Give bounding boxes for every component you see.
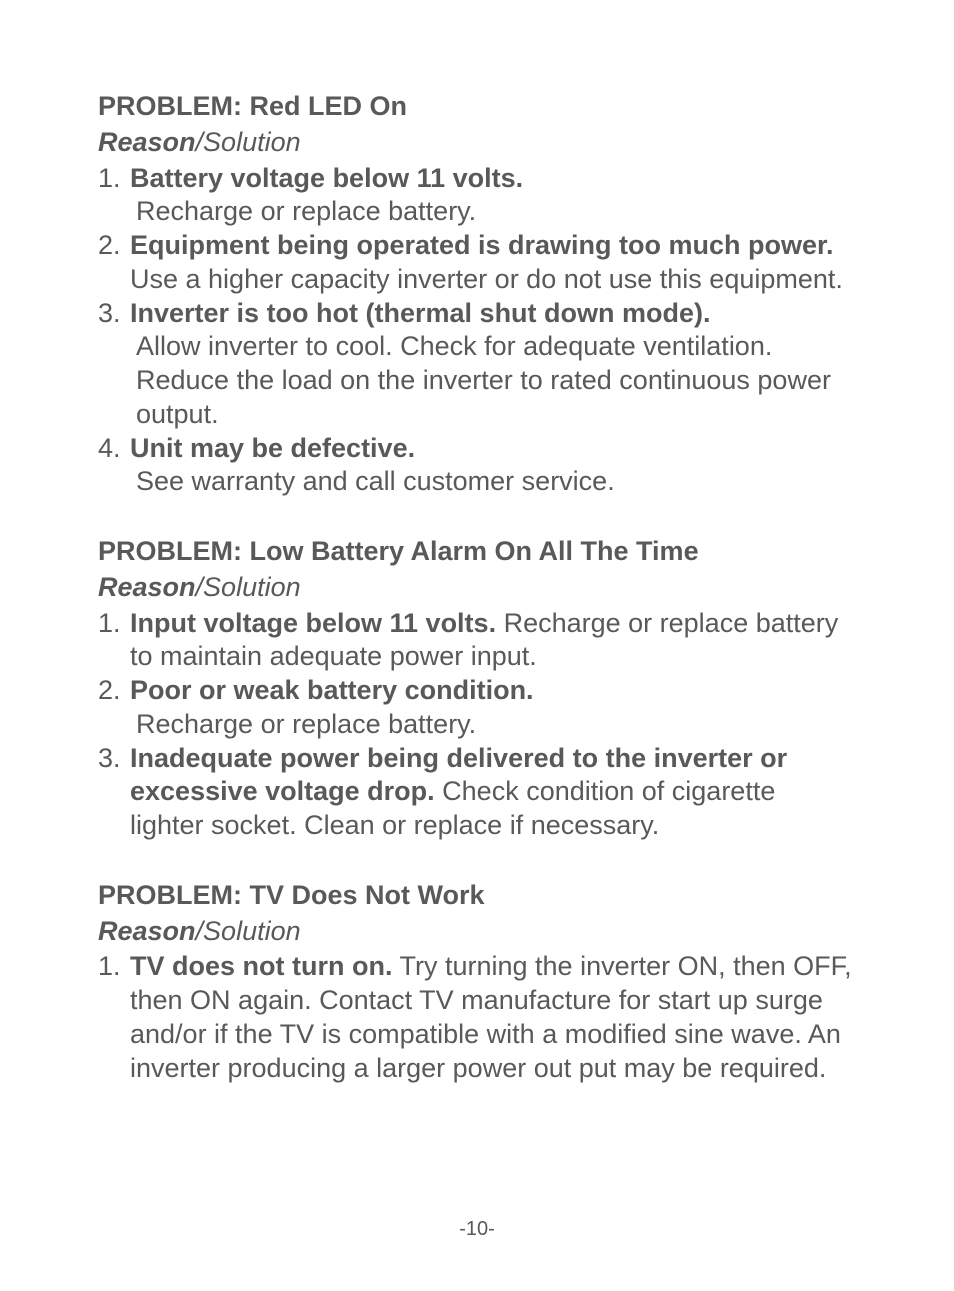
item-indent: Recharge or replace battery. bbox=[98, 195, 856, 229]
reason-italic: /Solution bbox=[196, 127, 301, 157]
list-item: 1. TV does not turn on. Try turning the … bbox=[98, 950, 856, 1085]
item-tail: Use a higher capacity inverter or do not… bbox=[130, 264, 843, 294]
item-content: Equipment being operated is drawing too … bbox=[130, 229, 856, 297]
item-indent: Recharge or replace battery. bbox=[98, 708, 856, 742]
list-item: 1. Battery voltage below 11 volts. bbox=[98, 162, 856, 196]
reason-italic: /Solution bbox=[196, 916, 301, 946]
item-bold: TV does not turn on. bbox=[130, 951, 392, 981]
item-content: Poor or weak battery condition. bbox=[130, 674, 856, 708]
problem-title: PROBLEM: Red LED On bbox=[98, 90, 856, 124]
list-item: 1. Input voltage below 11 volts. Recharg… bbox=[98, 607, 856, 675]
reason-bold: Reason bbox=[98, 572, 196, 602]
reason-solution-label: Reason/Solution bbox=[98, 571, 856, 605]
item-bold: Input voltage below 11 volts. bbox=[130, 608, 496, 638]
item-content: Input voltage below 11 volts. Recharge o… bbox=[130, 607, 856, 675]
item-number: 3. bbox=[98, 742, 130, 843]
problem-section-3: PROBLEM: TV Does Not Work Reason/Solutio… bbox=[98, 879, 856, 1086]
reason-bold: Reason bbox=[98, 916, 196, 946]
item-number: 3. bbox=[98, 297, 130, 331]
problem-section-2: PROBLEM: Low Battery Alarm On All The Ti… bbox=[98, 535, 856, 843]
item-content: TV does not turn on. Try turning the inv… bbox=[130, 950, 856, 1085]
page-number: -10- bbox=[0, 1218, 954, 1241]
reason-italic: /Solution bbox=[196, 572, 301, 602]
list-item: 3. Inverter is too hot (thermal shut dow… bbox=[98, 297, 856, 331]
reason-solution-label: Reason/Solution bbox=[98, 126, 856, 160]
item-bold: Inverter is too hot (thermal shut down m… bbox=[130, 298, 711, 328]
item-number: 1. bbox=[98, 950, 130, 1085]
item-number: 1. bbox=[98, 607, 130, 675]
item-content: Battery voltage below 11 volts. bbox=[130, 162, 856, 196]
item-number: 1. bbox=[98, 162, 130, 196]
item-content: Inverter is too hot (thermal shut down m… bbox=[130, 297, 856, 331]
list-item: 2. Poor or weak battery condition. bbox=[98, 674, 856, 708]
problem-section-1: PROBLEM: Red LED On Reason/Solution 1. B… bbox=[98, 90, 856, 499]
item-bold: Unit may be defective. bbox=[130, 433, 415, 463]
item-bold: Poor or weak battery condition. bbox=[130, 675, 534, 705]
problem-title: PROBLEM: Low Battery Alarm On All The Ti… bbox=[98, 535, 856, 569]
problem-title: PROBLEM: TV Does Not Work bbox=[98, 879, 856, 913]
list-item: 4. Unit may be defective. bbox=[98, 432, 856, 466]
list-item: 3. Inadequate power being delivered to t… bbox=[98, 742, 856, 843]
item-content: Inadequate power being delivered to the … bbox=[130, 742, 856, 843]
reason-bold: Reason bbox=[98, 127, 196, 157]
list-item: 2. Equipment being operated is drawing t… bbox=[98, 229, 856, 297]
item-number: 4. bbox=[98, 432, 130, 466]
item-content: Unit may be defective. bbox=[130, 432, 856, 466]
item-number: 2. bbox=[98, 674, 130, 708]
item-indent: Allow inverter to cool. Check for adequa… bbox=[98, 330, 856, 431]
item-indent: See warranty and call customer service. bbox=[98, 465, 856, 499]
item-bold: Battery voltage below 11 volts. bbox=[130, 163, 523, 193]
item-number: 2. bbox=[98, 229, 130, 297]
reason-solution-label: Reason/Solution bbox=[98, 915, 856, 949]
item-bold: Equipment being operated is drawing too … bbox=[130, 230, 834, 260]
